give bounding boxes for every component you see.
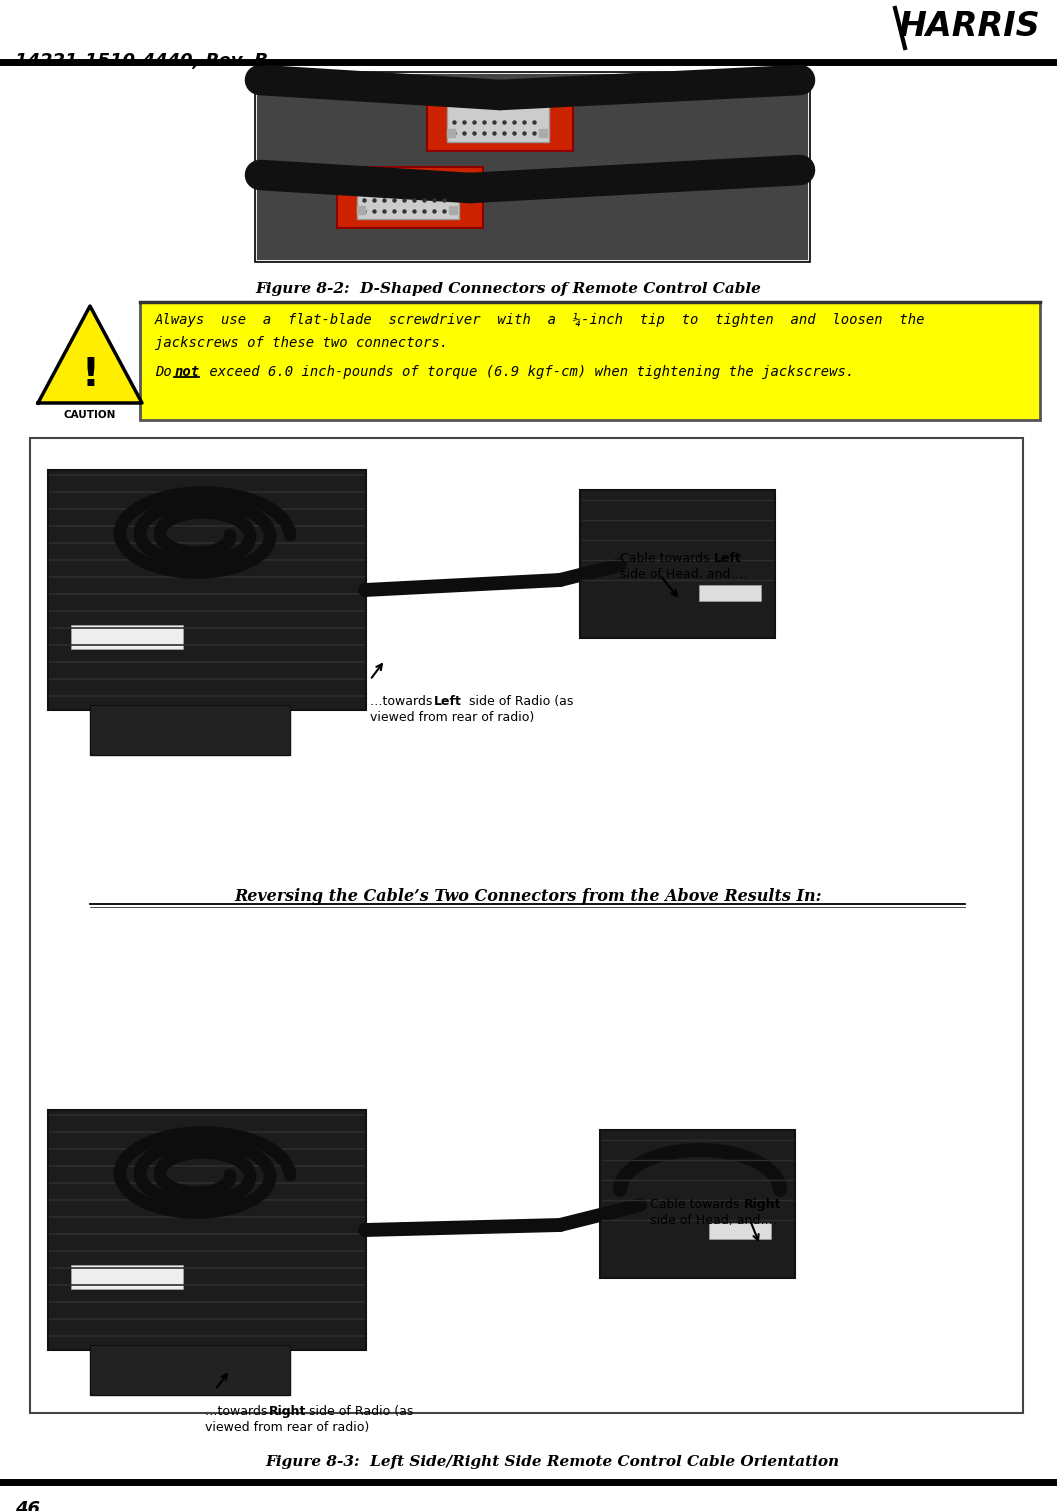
FancyBboxPatch shape — [580, 490, 775, 638]
FancyBboxPatch shape — [447, 97, 549, 142]
Text: side of Radio (as: side of Radio (as — [465, 695, 573, 709]
Text: not: not — [175, 366, 200, 379]
Text: !: ! — [81, 357, 99, 394]
FancyBboxPatch shape — [48, 1111, 366, 1349]
Text: viewed from rear of radio): viewed from rear of radio) — [205, 1420, 369, 1434]
Text: 46: 46 — [15, 1500, 40, 1511]
Text: Do: Do — [155, 366, 180, 379]
Text: side of Head, and….: side of Head, and…. — [620, 568, 747, 582]
FancyBboxPatch shape — [140, 302, 1040, 420]
FancyBboxPatch shape — [71, 626, 183, 650]
FancyBboxPatch shape — [255, 73, 810, 261]
Text: 14221-1510-4440, Rev. B: 14221-1510-4440, Rev. B — [15, 51, 268, 70]
Text: Always  use  a  flat-blade  screwdriver  with  a  ¼-inch  tip  to  tighten  and : Always use a flat-blade screwdriver with… — [155, 313, 926, 326]
Text: Right: Right — [744, 1198, 781, 1210]
FancyBboxPatch shape — [699, 585, 761, 601]
Text: Figure 8-2:  D-Shaped Connectors of Remote Control Cable: Figure 8-2: D-Shaped Connectors of Remot… — [255, 283, 761, 296]
Text: Right: Right — [268, 1405, 307, 1417]
FancyBboxPatch shape — [427, 88, 573, 151]
Text: Cable towards: Cable towards — [650, 1198, 743, 1210]
FancyBboxPatch shape — [357, 175, 459, 219]
FancyBboxPatch shape — [257, 74, 808, 260]
FancyBboxPatch shape — [48, 470, 366, 710]
Text: Left: Left — [434, 695, 462, 709]
Polygon shape — [38, 307, 142, 403]
FancyBboxPatch shape — [30, 438, 1023, 1413]
Text: HARRIS: HARRIS — [898, 11, 1040, 42]
Text: side of Head, and….: side of Head, and…. — [650, 1213, 777, 1227]
Text: Cable towards: Cable towards — [620, 552, 713, 565]
FancyBboxPatch shape — [337, 168, 483, 228]
Text: …towards: …towards — [205, 1405, 272, 1417]
Text: side of Radio (as: side of Radio (as — [305, 1405, 413, 1417]
Text: viewed from rear of radio): viewed from rear of radio) — [370, 712, 534, 724]
Text: Left: Left — [713, 552, 742, 565]
FancyBboxPatch shape — [709, 1222, 771, 1239]
Text: CAUTION: CAUTION — [63, 409, 116, 420]
FancyBboxPatch shape — [71, 1265, 183, 1289]
Text: Figure 8-3:  Left Side/Right Side Remote Control Cable Orientation: Figure 8-3: Left Side/Right Side Remote … — [265, 1455, 839, 1469]
FancyBboxPatch shape — [90, 1345, 290, 1395]
FancyBboxPatch shape — [90, 706, 290, 756]
Text: jackscrews of these two connectors.: jackscrews of these two connectors. — [155, 335, 448, 351]
Text: …towards: …towards — [370, 695, 437, 709]
Text: Reversing the Cable’s Two Connectors from the Above Results In:: Reversing the Cable’s Two Connectors fro… — [235, 888, 821, 905]
Text: exceed 6.0 inch-pounds of torque (6.9 kgf-cm) when tightening the jackscrews.: exceed 6.0 inch-pounds of torque (6.9 kg… — [201, 366, 854, 379]
FancyBboxPatch shape — [600, 1130, 795, 1278]
